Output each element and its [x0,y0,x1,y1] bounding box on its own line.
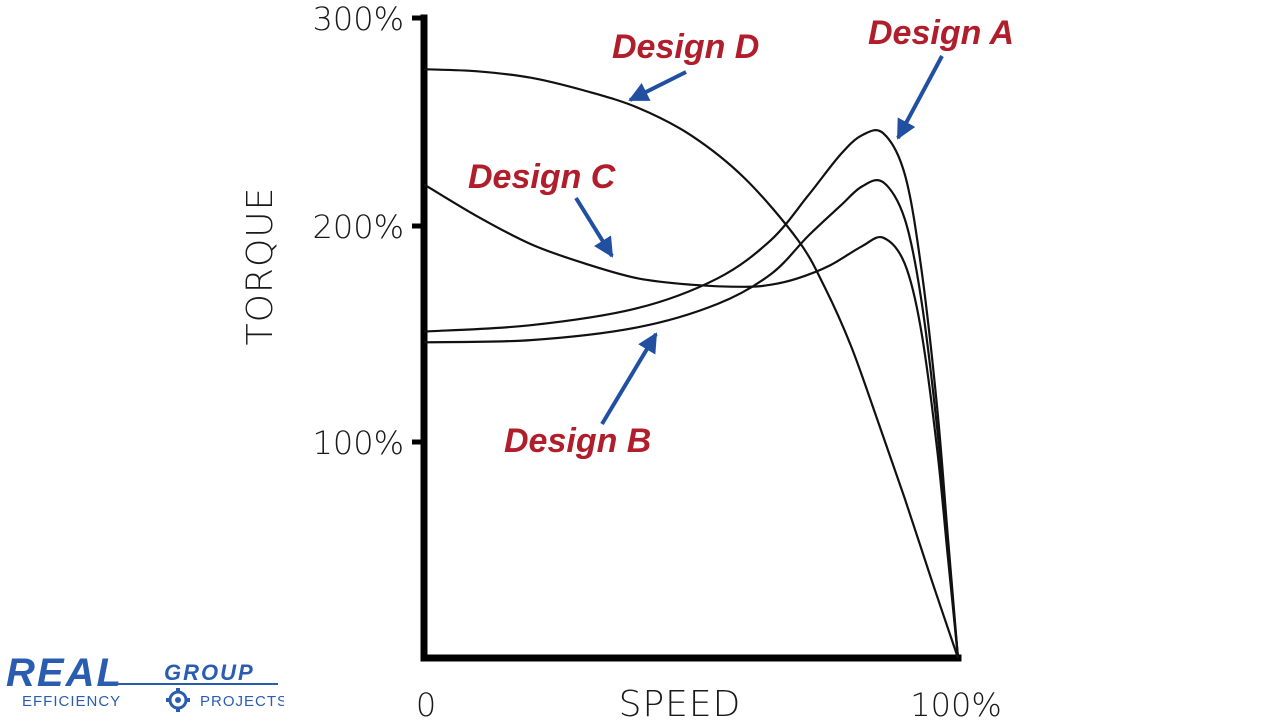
arrow-design-d [628,70,687,102]
logo-projects-text: PROJECTS [200,693,284,710]
logo-group-text: GROUP [164,660,255,685]
arrow-design-b [600,332,658,426]
x-tick-label-100: 100% [910,686,1001,720]
x-axis-title: SPEED [619,684,742,720]
x-tick-label-0: 0 [416,686,436,720]
y-tick-label-300: 300% [313,0,404,38]
annotation-design-a: Design A [868,14,1014,52]
arrow-design-a [896,55,944,140]
annotation-design-c: Design C [468,158,616,196]
curve-design-d [423,68,960,659]
curves-group [423,68,960,659]
y-axis-title: TORQUE [240,187,281,346]
annotation-design-b: Design B [504,422,651,460]
real-group-logo: REAL GROUP EFFICIENCY PROJECTS [6,652,284,712]
arrow-design-c [574,196,614,258]
y-tick-label-200: 200% [313,208,404,246]
logo-main-text: REAL [6,652,123,695]
curve-design-c [423,183,960,659]
curve-design-a [423,129,960,659]
logo-efficiency-text: EFFICIENCY [22,693,121,710]
gear-icon [166,688,190,712]
annotation-design-d: Design D [612,28,759,66]
y-tick-label-100: 100% [313,424,404,462]
curve-design-b [423,179,960,659]
